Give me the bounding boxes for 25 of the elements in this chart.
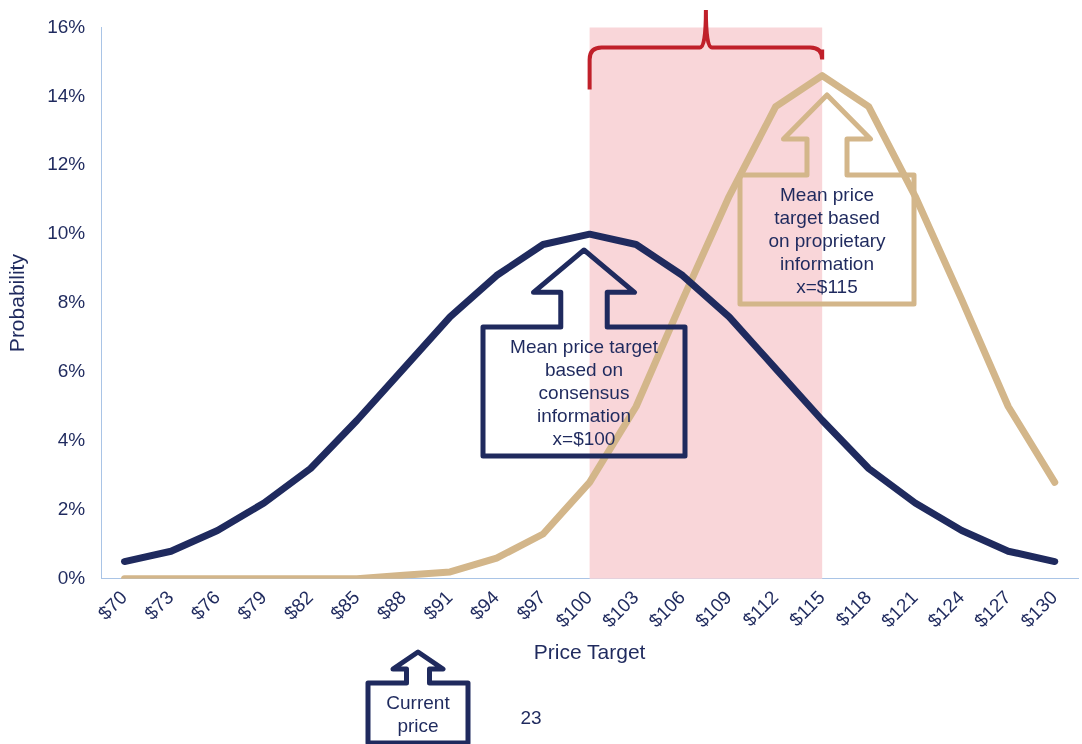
x-tick-label: $94 bbox=[465, 586, 504, 624]
y-tick-label: 0% bbox=[57, 567, 86, 589]
y-tick-label: 12% bbox=[47, 153, 86, 175]
x-tick-label: $97 bbox=[512, 586, 550, 624]
x-tick-label: $73 bbox=[140, 586, 178, 624]
x-axis-title: Price Target bbox=[533, 640, 646, 664]
x-tick-label: $82 bbox=[279, 586, 318, 624]
text: 23 bbox=[519, 706, 543, 729]
x-tick-label: $79 bbox=[233, 586, 271, 624]
y-tick-label: 4% bbox=[57, 429, 86, 451]
y-tick-label: 14% bbox=[47, 84, 86, 106]
y-tick-label: 6% bbox=[57, 360, 86, 382]
x-tick-label: $85 bbox=[326, 586, 364, 624]
y-tick-label: 10% bbox=[47, 222, 86, 244]
x-tick-label: $70 bbox=[93, 586, 132, 624]
annotation: Mean price target based on proprietary information x=$115 bbox=[767, 183, 887, 298]
x-tick-label: $76 bbox=[186, 586, 225, 624]
annotation: Mean price target based on consensus information x=$100 bbox=[509, 335, 659, 450]
x-tick-label: $91 bbox=[419, 586, 457, 624]
y-tick-label: 8% bbox=[57, 291, 86, 313]
y-tick-label: 16% bbox=[47, 15, 86, 37]
text: Current price bbox=[385, 691, 451, 737]
x-tick-label: $88 bbox=[372, 586, 411, 624]
y-axis-title: Probability bbox=[5, 253, 29, 353]
y-tick-label: 2% bbox=[57, 498, 86, 520]
